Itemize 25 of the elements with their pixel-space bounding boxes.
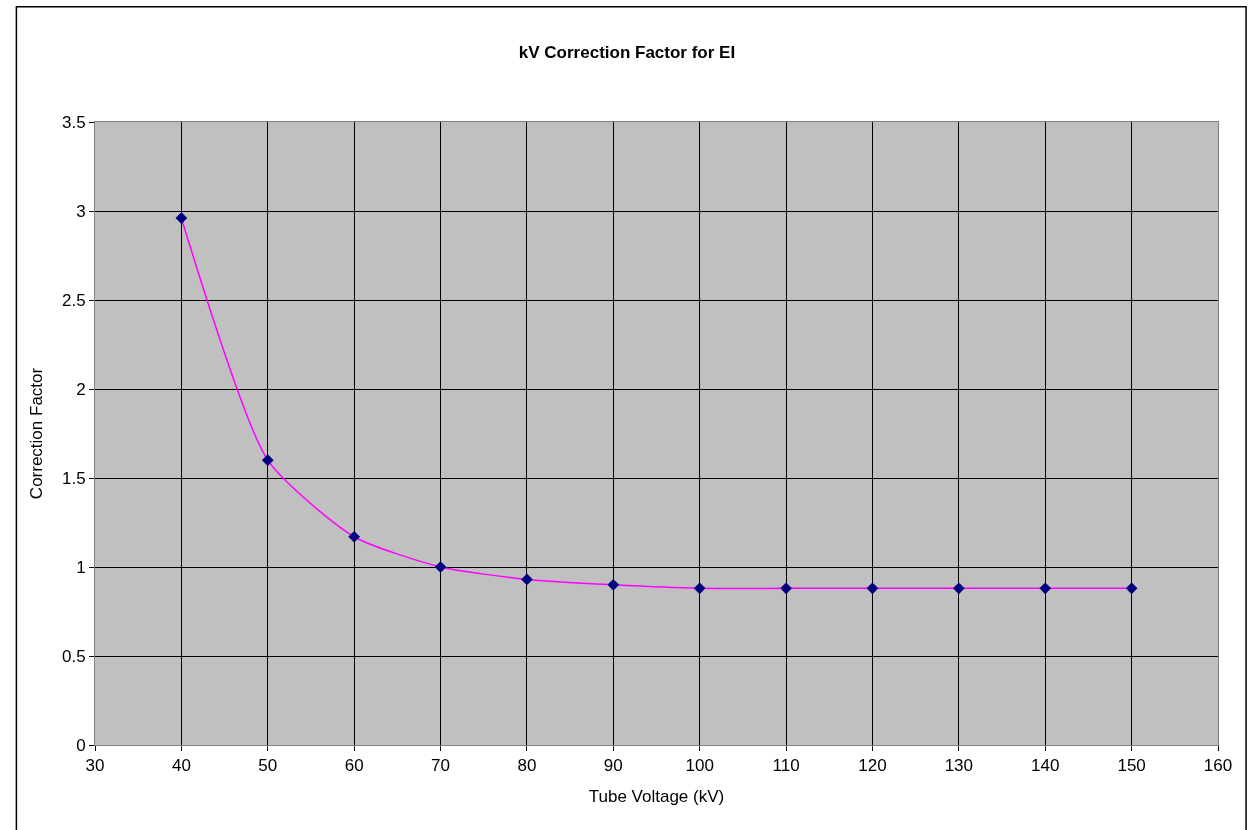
x-tick-label: 40: [171, 756, 191, 776]
y-tick-label: 0: [76, 735, 86, 755]
x-axis-title: Tube Voltage (kV): [588, 786, 725, 806]
x-tick-label: 140: [1031, 756, 1060, 776]
x-tick-label: 110: [772, 756, 800, 776]
x-tick-label: 80: [517, 756, 537, 776]
y-tick-label: 2.5: [61, 290, 86, 310]
chart-title: kV Correction Factor for EI: [518, 42, 736, 62]
x-tick-label: 100: [685, 756, 714, 776]
x-tick-label: 30: [85, 756, 105, 776]
x-tick-label: 50: [258, 756, 278, 776]
y-tick-label: 0.5: [61, 646, 86, 666]
x-tick-label: 70: [431, 756, 450, 776]
x-tick-label: 90: [603, 756, 623, 776]
x-tick-label: 60: [344, 756, 364, 776]
y-tick-label: 1: [76, 557, 86, 577]
y-tick-label: 3: [76, 201, 86, 221]
x-tick-label: 120: [858, 756, 887, 776]
x-tick-label: 160: [1203, 756, 1233, 776]
y-tick-label: 1.5: [61, 468, 86, 488]
x-tick-label: 150: [1117, 756, 1146, 776]
y-axis-title: Correction Factor: [26, 367, 46, 500]
x-tick-label: 130: [944, 756, 974, 776]
y-tick-label: 2: [76, 379, 86, 399]
y-tick-label: 3.5: [61, 112, 86, 132]
